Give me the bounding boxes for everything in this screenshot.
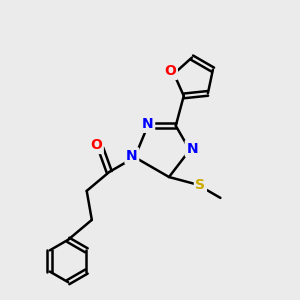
Text: O: O: [90, 139, 102, 152]
Text: N: N: [142, 117, 154, 131]
Text: N: N: [186, 142, 198, 155]
Text: S: S: [195, 178, 206, 192]
Text: N: N: [126, 149, 138, 163]
Text: O: O: [164, 64, 176, 78]
